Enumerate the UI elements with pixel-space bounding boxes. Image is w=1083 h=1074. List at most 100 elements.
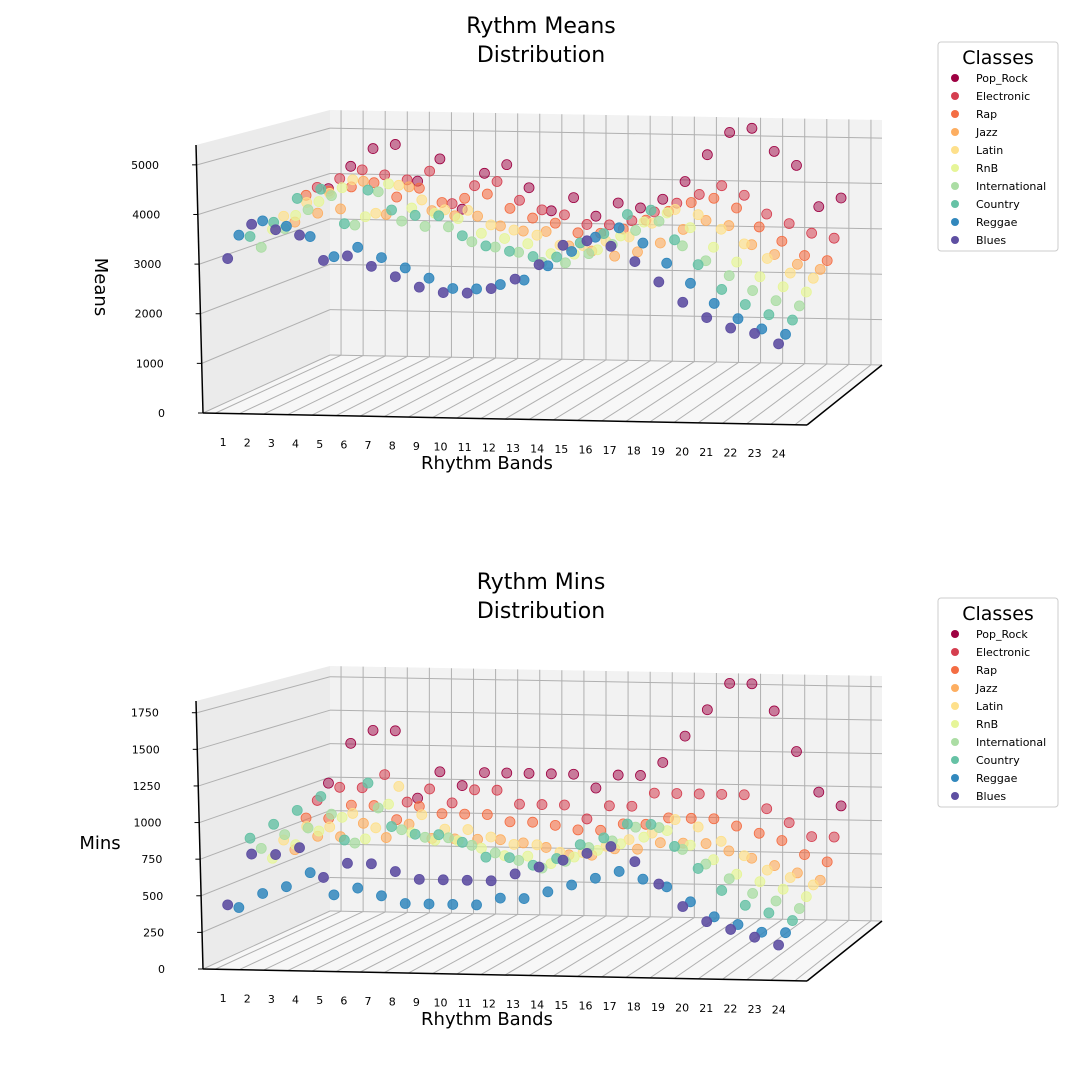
data-point <box>693 189 705 200</box>
chart-title: Rythm Mins <box>477 570 606 595</box>
data-point <box>518 893 530 904</box>
data-point <box>723 873 735 885</box>
data-point <box>365 858 377 870</box>
data-point <box>540 842 552 853</box>
legend-entry: International <box>976 736 1046 749</box>
legend-marker <box>951 738 959 746</box>
data-point <box>590 782 602 794</box>
data-point <box>715 223 727 235</box>
data-point <box>784 872 796 883</box>
data-point <box>821 255 833 267</box>
data-point <box>362 777 374 789</box>
data-point <box>799 250 810 261</box>
data-point <box>598 832 610 844</box>
data-point <box>334 173 346 185</box>
data-point <box>376 252 387 263</box>
legend-title: Classes <box>962 47 1034 69</box>
data-point <box>391 191 403 203</box>
data-point <box>761 864 773 876</box>
z-tick-label: 250 <box>143 926 164 939</box>
data-point <box>679 730 691 742</box>
data-point <box>479 767 490 778</box>
data-point <box>821 856 833 868</box>
x-tick-label: 16 <box>578 443 592 456</box>
data-point <box>278 210 290 222</box>
data-point <box>513 855 525 866</box>
data-point <box>671 788 683 799</box>
data-point <box>345 737 357 749</box>
data-point <box>626 800 638 812</box>
data-point <box>568 768 580 780</box>
data-point <box>315 183 327 195</box>
data-point <box>559 799 570 811</box>
data-point <box>807 879 819 891</box>
data-point <box>409 209 421 221</box>
data-point <box>621 818 633 830</box>
data-point <box>419 831 431 843</box>
legend-entry: Reggae <box>976 772 1018 785</box>
data-point <box>514 798 525 810</box>
data-point <box>481 188 493 200</box>
data-point <box>828 831 840 843</box>
data-point <box>685 812 697 824</box>
x-tick-label: 19 <box>651 1001 665 1014</box>
series-rap <box>300 799 833 868</box>
data-point <box>318 255 329 266</box>
data-point <box>645 204 657 216</box>
data-point <box>459 808 471 820</box>
data-point <box>761 253 773 264</box>
legend-marker <box>951 128 959 136</box>
data-point <box>328 889 340 901</box>
data-point <box>452 213 464 224</box>
data-point <box>279 829 291 841</box>
data-point <box>542 886 554 898</box>
data-point <box>456 230 468 242</box>
data-point <box>800 286 812 298</box>
data-point <box>380 832 392 843</box>
data-point <box>446 797 458 809</box>
data-point <box>459 192 471 204</box>
x-tick-label: 2 <box>244 437 251 450</box>
x-tick-label: 9 <box>413 996 420 1009</box>
data-point <box>536 204 548 216</box>
data-point <box>632 843 643 855</box>
data-point <box>399 898 411 909</box>
data-point <box>480 240 492 252</box>
data-point <box>531 229 543 241</box>
data-point <box>416 194 428 206</box>
data-point <box>443 832 454 844</box>
data-point <box>257 888 269 899</box>
series-electronic <box>311 769 840 843</box>
data-point <box>791 258 803 270</box>
data-point <box>222 253 234 264</box>
data-point <box>716 180 728 192</box>
z-tick-label: 500 <box>142 890 163 903</box>
data-point <box>342 857 353 869</box>
data-point <box>540 226 552 237</box>
data-point <box>549 217 561 229</box>
data-point <box>281 220 292 232</box>
data-point <box>527 816 539 828</box>
data-point <box>574 839 586 851</box>
x-tick-label: 12 <box>482 998 496 1011</box>
data-point <box>376 890 387 902</box>
data-point <box>648 787 660 799</box>
data-point <box>461 874 473 886</box>
data-point <box>517 837 529 849</box>
data-point <box>527 251 539 262</box>
data-point <box>545 205 557 217</box>
x-tick-label: 11 <box>458 441 472 454</box>
legend-entry: Pop_Rock <box>976 628 1028 641</box>
data-point <box>780 328 791 340</box>
data-point <box>255 241 267 253</box>
z-tick-label: 0 <box>158 407 165 420</box>
z-tick-label: 5000 <box>131 159 159 172</box>
data-point <box>336 811 348 823</box>
data-point <box>791 160 802 171</box>
data-point <box>359 211 371 223</box>
data-point <box>495 220 506 232</box>
data-point <box>416 809 428 821</box>
data-point <box>677 296 689 308</box>
legend-entry: Latin <box>976 144 1003 157</box>
